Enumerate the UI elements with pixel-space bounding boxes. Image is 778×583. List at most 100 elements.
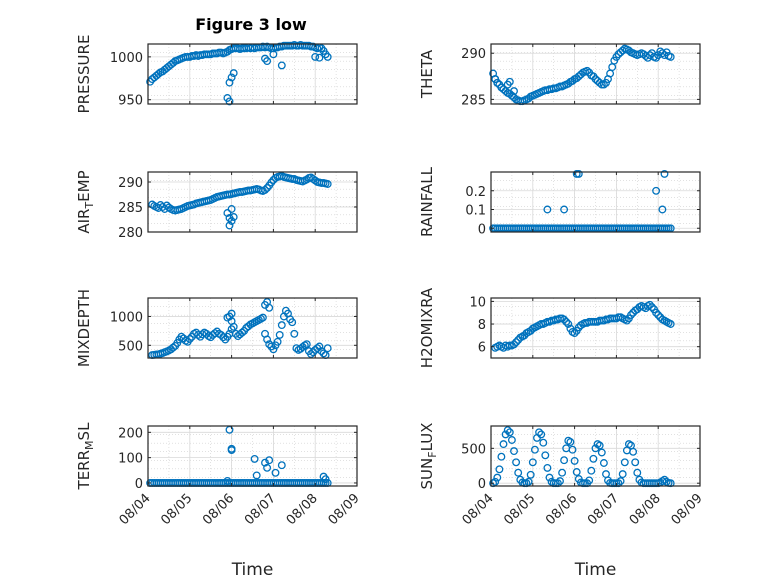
data-point <box>265 303 274 312</box>
data-point <box>277 61 286 70</box>
data-point <box>317 347 326 356</box>
data-point <box>562 317 571 326</box>
data-point <box>583 66 592 75</box>
data-point <box>169 343 178 352</box>
data-point <box>225 97 234 106</box>
data-point <box>543 463 552 472</box>
y-tick-label: 500 <box>461 442 486 457</box>
data-point <box>319 349 328 358</box>
x-tick-label: 08/07 <box>242 491 279 528</box>
data-point <box>275 330 284 339</box>
axes-box <box>147 43 358 105</box>
y-axis-label: RAINFALL <box>418 166 436 237</box>
data-point <box>560 315 569 324</box>
data-point <box>315 53 324 62</box>
data-point <box>524 477 533 486</box>
data-point <box>627 441 635 450</box>
data-point <box>265 456 274 465</box>
y-tick-label: 0.1 <box>465 204 486 219</box>
data-point <box>570 329 579 338</box>
y-tick-label: 500 <box>118 339 143 354</box>
data-point <box>227 325 236 334</box>
data-point <box>633 468 642 477</box>
data-point <box>495 465 504 474</box>
data-point <box>564 320 573 328</box>
y-tick-label: 6 <box>478 341 486 356</box>
data-point <box>323 180 332 188</box>
y-tick-label: 0.2 <box>465 185 486 200</box>
x-axis-label: Time <box>231 560 274 580</box>
data-point <box>641 52 650 60</box>
data-point <box>505 428 514 437</box>
subplot-3: 280 285 290 AIRTEMP <box>75 170 358 241</box>
data-point <box>597 448 606 457</box>
data-point <box>599 80 608 89</box>
data-point <box>658 205 667 214</box>
data-point <box>277 321 286 330</box>
data-point <box>568 445 577 454</box>
data-point <box>223 209 232 217</box>
data-point <box>269 50 278 59</box>
data-point <box>652 186 661 195</box>
data-point <box>528 458 537 467</box>
data-point <box>545 473 554 482</box>
data-point <box>271 468 280 477</box>
data-point <box>223 313 232 322</box>
data-point <box>526 470 535 479</box>
data-point <box>196 332 205 341</box>
axes-box <box>490 425 701 487</box>
data-point <box>512 458 521 467</box>
data-point <box>539 438 548 447</box>
data-point <box>263 463 272 472</box>
data-point <box>252 471 261 480</box>
y-tick-label: 280 <box>118 226 143 241</box>
data-point <box>627 311 635 319</box>
data-point <box>535 428 544 437</box>
data-point <box>558 468 567 477</box>
data-point <box>229 69 238 78</box>
subplot-2: 285 290 THETA <box>418 43 701 108</box>
data-point <box>647 303 656 312</box>
data-point <box>537 430 546 439</box>
data-point <box>503 426 512 435</box>
data-point <box>227 73 236 82</box>
data-point <box>572 468 581 476</box>
axes-box <box>147 425 358 487</box>
y-tick-label: 950 <box>118 94 143 109</box>
data-point <box>560 456 569 465</box>
axes-box <box>490 297 701 359</box>
data-point <box>250 454 259 463</box>
y-axis-label: MIXDEPTH <box>75 289 93 367</box>
data-point <box>148 200 157 209</box>
data-point <box>185 335 194 343</box>
subplot-7: 0 100 200 08/04 08/05 08/06 08/07 08/08 08/09 Tim… <box>75 422 363 580</box>
y-tick-label: 8 <box>478 318 486 333</box>
data-point <box>652 308 661 317</box>
x-tick-label: 08/04 <box>460 491 497 528</box>
data-point <box>311 52 320 61</box>
x-tick-label: 08/09 <box>669 491 706 528</box>
data-point <box>595 441 604 450</box>
data-point <box>599 459 608 467</box>
subplot-8: 0 500 08/04 08/05 08/06 08/07 08/08 08/09 Time SU… <box>418 423 706 580</box>
data-point <box>620 458 629 467</box>
y-tick-label: 200 <box>118 426 143 441</box>
data-point <box>323 52 332 61</box>
data-point <box>493 78 502 87</box>
data-point <box>556 477 564 486</box>
y-tick-label: 290 <box>118 176 143 191</box>
axes-box <box>490 171 701 233</box>
data-point <box>666 52 675 61</box>
subplot-1: 950 1000 PRESSURE <box>75 35 358 113</box>
data-point <box>507 436 516 444</box>
data-point <box>263 57 272 66</box>
data-point <box>608 63 617 72</box>
x-tick-label: 08/07 <box>585 491 622 528</box>
y-axis-label: SUNFLUX <box>418 423 439 490</box>
data-point <box>585 476 594 485</box>
data-point <box>227 217 236 225</box>
data-point <box>290 329 299 338</box>
figure-title: Figure 3 low <box>195 15 307 34</box>
data-point <box>631 458 640 467</box>
